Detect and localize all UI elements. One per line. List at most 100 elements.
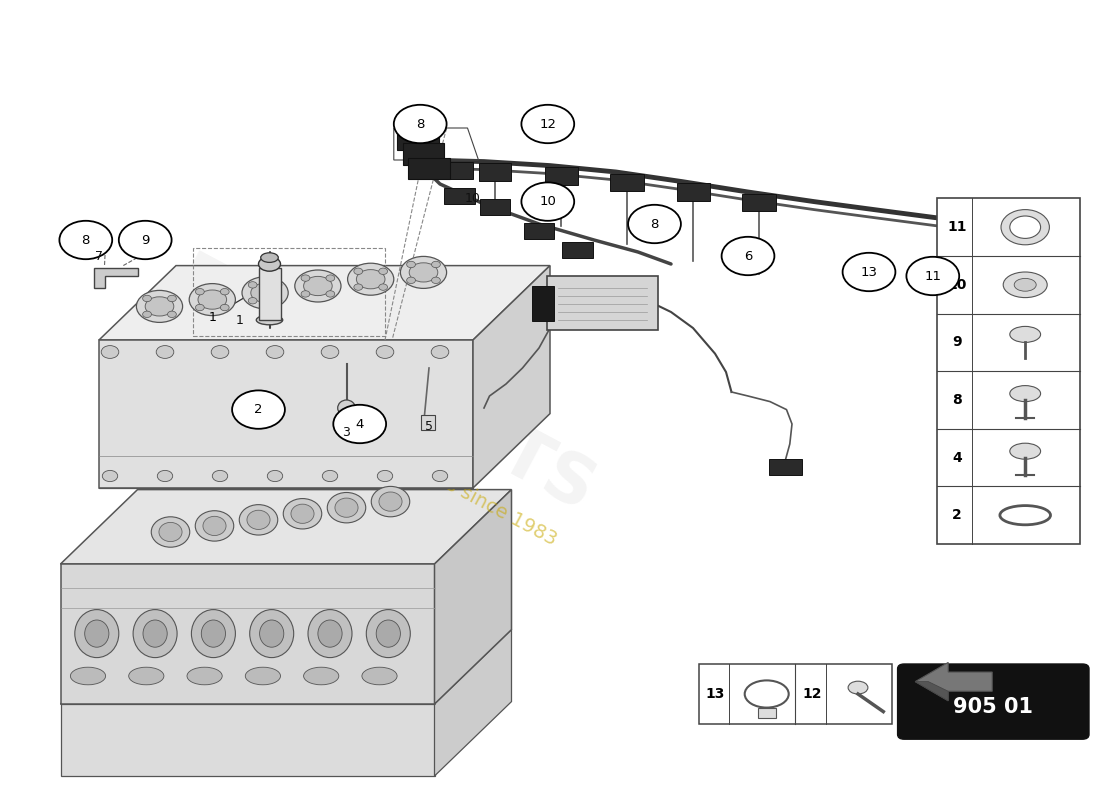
Circle shape [167,311,176,318]
Ellipse shape [143,620,167,647]
Text: ELUS PARTS: ELUS PARTS [163,245,607,523]
Polygon shape [60,564,434,704]
Circle shape [59,221,112,259]
FancyBboxPatch shape [532,286,554,321]
FancyBboxPatch shape [676,183,710,201]
Circle shape [354,284,363,290]
Ellipse shape [70,667,106,685]
Circle shape [354,268,363,274]
Circle shape [326,275,334,282]
Circle shape [333,405,386,443]
Text: 4: 4 [355,418,364,430]
Ellipse shape [245,667,280,685]
Ellipse shape [198,290,227,310]
FancyBboxPatch shape [610,174,643,191]
FancyBboxPatch shape [408,158,450,179]
Text: 6: 6 [744,250,752,262]
Circle shape [196,304,205,310]
FancyBboxPatch shape [480,199,510,215]
Circle shape [249,282,257,288]
Polygon shape [434,490,512,704]
Text: 12: 12 [539,118,557,130]
Ellipse shape [202,516,227,535]
Ellipse shape [328,493,365,523]
Circle shape [432,470,448,482]
FancyBboxPatch shape [524,223,554,239]
Text: 1: 1 [235,314,244,326]
Text: 11: 11 [947,220,967,234]
Circle shape [101,346,119,358]
Ellipse shape [376,620,400,647]
Text: 8: 8 [953,393,961,407]
Ellipse shape [152,517,189,547]
Bar [937,198,1080,544]
Ellipse shape [187,667,222,685]
Circle shape [431,262,440,268]
Polygon shape [60,704,434,776]
Polygon shape [915,682,948,701]
Ellipse shape [75,610,119,658]
Text: 2: 2 [953,508,961,522]
Ellipse shape [129,667,164,685]
FancyBboxPatch shape [444,188,475,204]
Circle shape [249,298,257,304]
Text: 905 01: 905 01 [954,697,1033,717]
Ellipse shape [304,276,332,296]
Polygon shape [99,340,473,488]
Circle shape [521,105,574,143]
Circle shape [407,277,416,283]
Ellipse shape [1010,386,1041,402]
Polygon shape [60,630,512,704]
FancyBboxPatch shape [397,129,439,150]
Ellipse shape [1010,443,1041,459]
Ellipse shape [409,262,438,282]
Circle shape [326,290,334,297]
Ellipse shape [378,492,403,511]
Ellipse shape [240,505,277,535]
Circle shape [119,221,172,259]
Ellipse shape [356,270,385,289]
Circle shape [211,346,229,358]
Ellipse shape [295,270,341,302]
Ellipse shape [251,283,279,302]
Text: 10: 10 [465,192,481,205]
Text: 5: 5 [425,420,433,433]
Polygon shape [94,268,138,288]
Text: 8: 8 [81,234,90,246]
Ellipse shape [136,290,183,322]
Ellipse shape [189,284,235,315]
Text: 9: 9 [141,234,150,246]
Ellipse shape [145,297,174,316]
FancyBboxPatch shape [562,242,593,258]
Circle shape [322,470,338,482]
Circle shape [906,257,959,295]
Ellipse shape [196,510,233,541]
Ellipse shape [304,667,339,685]
Text: 11: 11 [924,270,942,282]
Ellipse shape [246,510,271,530]
Ellipse shape [284,498,321,529]
Polygon shape [99,266,550,340]
Circle shape [143,311,152,318]
Ellipse shape [85,620,109,647]
Ellipse shape [1003,272,1047,298]
Ellipse shape [133,610,177,658]
Text: 7: 7 [95,250,103,262]
Ellipse shape [191,610,235,658]
Circle shape [722,237,774,275]
Ellipse shape [334,498,359,518]
Circle shape [232,390,285,429]
Bar [192,248,385,336]
Bar [258,268,280,320]
Ellipse shape [256,315,283,325]
Circle shape [407,262,416,268]
Ellipse shape [348,263,394,295]
Circle shape [431,277,440,283]
Circle shape [378,268,387,274]
Text: 9: 9 [953,335,961,350]
Circle shape [267,470,283,482]
Text: a part for parts since 1983: a part for parts since 1983 [320,410,560,550]
Text: 12: 12 [802,687,822,701]
Circle shape [266,346,284,358]
Circle shape [273,298,282,304]
